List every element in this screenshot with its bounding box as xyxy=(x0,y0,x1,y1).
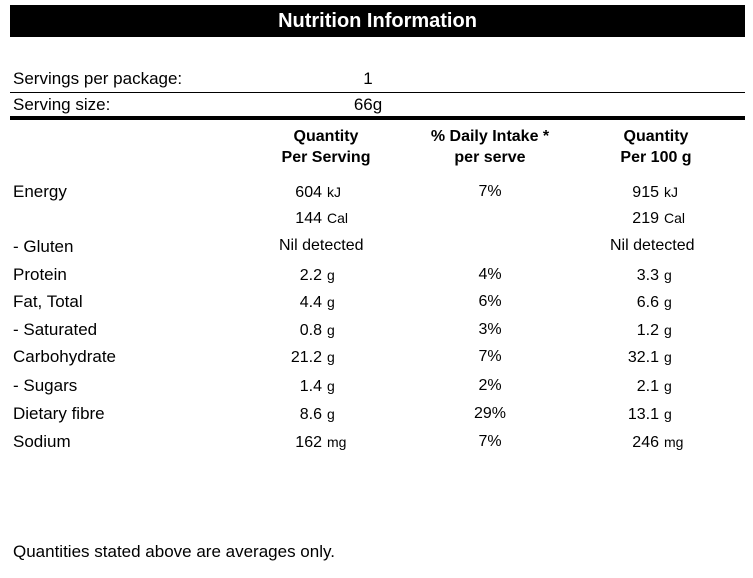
unit: mg xyxy=(664,434,684,450)
per-serving-cell: Nil detected xyxy=(279,237,364,254)
per-serving-cell: 21.2 g xyxy=(280,347,370,368)
value: 1.4 xyxy=(299,378,322,395)
value: 6.6 xyxy=(636,294,659,311)
unit: Cal xyxy=(664,210,686,226)
column-header-line: % Daily Intake * xyxy=(430,128,550,145)
daily-intake-cell: 6% xyxy=(478,293,502,310)
value: 8.6 xyxy=(299,406,322,423)
nutrient-label-gluten: - Gluten xyxy=(13,237,74,256)
column-header-daily-intake: % Daily Intake * per serve xyxy=(420,126,560,168)
value: 604 xyxy=(295,184,322,201)
nutrient-label-fat-total: Fat, Total xyxy=(13,292,83,311)
daily-intake-cell: 7% xyxy=(478,433,502,450)
per-100g-cell: 246 mg xyxy=(612,432,732,453)
per-100g-cell: 6.6 g xyxy=(612,292,732,313)
per-serving-cell: 2.2 g xyxy=(280,265,370,286)
column-header-line: Per Serving xyxy=(281,149,371,166)
unit: g xyxy=(664,349,672,365)
serving-size-label: Serving size: xyxy=(13,95,111,114)
daily-intake-cell: 4% xyxy=(478,266,502,283)
nutrient-label-sugars: - Sugars xyxy=(13,376,78,395)
value: 4.4 xyxy=(299,294,322,311)
unit: mg xyxy=(327,434,347,450)
per-serving-cell: 0.8 g xyxy=(280,320,370,341)
unit: kJ xyxy=(327,184,341,200)
per-100g-cell: 3.3 g xyxy=(612,265,732,286)
header-divider xyxy=(10,116,745,120)
per-100g-cell: Nil detected xyxy=(610,237,695,254)
unit: g xyxy=(664,406,672,422)
column-header-per-serving: Quantity Per Serving xyxy=(266,126,386,168)
unit: Cal xyxy=(327,210,349,226)
nutrient-label-energy: Energy xyxy=(13,182,67,201)
divider xyxy=(10,92,745,93)
value: 162 xyxy=(295,434,322,451)
value: 32.1 xyxy=(627,349,659,366)
value: 2.1 xyxy=(636,378,659,395)
nutrient-label-dietary-fibre: Dietary fibre xyxy=(13,404,105,423)
daily-intake-cell: 7% xyxy=(478,348,502,365)
column-header-line: Per 100 g xyxy=(620,149,692,166)
servings-per-package-value: 1 xyxy=(363,69,373,88)
nutrient-label-saturated: - Saturated xyxy=(13,320,98,339)
unit: kJ xyxy=(664,184,678,200)
per-100g-cell: 219 Cal xyxy=(612,208,732,229)
column-header-line: per serve xyxy=(454,149,526,166)
column-header-line: Quantity xyxy=(623,128,689,145)
per-serving-cell: 604 kJ xyxy=(280,182,370,203)
nutrient-label-carbohydrate: Carbohydrate xyxy=(13,347,117,366)
unit: g xyxy=(327,294,335,310)
unit: g xyxy=(664,294,672,310)
unit: g xyxy=(664,322,672,338)
per-serving-cell: 4.4 g xyxy=(280,292,370,313)
value: 144 xyxy=(295,210,322,227)
panel-title: Nutrition Information xyxy=(10,5,745,37)
value: 915 xyxy=(632,184,659,201)
daily-intake-cell: 2% xyxy=(478,377,502,394)
per-100g-cell: 2.1 g xyxy=(612,376,732,397)
daily-intake-cell: 3% xyxy=(478,321,502,338)
nutrient-label-protein: Protein xyxy=(13,265,67,284)
per-100g-cell: 1.2 g xyxy=(612,320,732,341)
nutrient-label-sodium: Sodium xyxy=(13,432,71,451)
unit: g xyxy=(664,378,672,394)
per-serving-cell: 144 Cal xyxy=(280,208,370,229)
per-100g-cell: 13.1 g xyxy=(612,404,732,425)
unit: g xyxy=(327,378,335,394)
value: 2.2 xyxy=(299,267,322,284)
unit: g xyxy=(327,267,335,283)
unit: g xyxy=(327,406,335,422)
serving-size-value: 66g xyxy=(353,95,383,114)
value: 3.3 xyxy=(636,267,659,284)
value: 21.2 xyxy=(290,349,322,366)
unit: g xyxy=(327,349,335,365)
column-header-line: Quantity xyxy=(293,128,359,145)
per-serving-cell: 8.6 g xyxy=(280,404,370,425)
per-serving-cell: 1.4 g xyxy=(280,376,370,397)
value: 219 xyxy=(632,210,659,227)
daily-intake-cell: 29% xyxy=(473,405,507,422)
value: 13.1 xyxy=(627,406,659,423)
value: 0.8 xyxy=(299,322,322,339)
per-100g-cell: 32.1 g xyxy=(612,347,732,368)
servings-per-package-label: Servings per package: xyxy=(13,69,183,88)
column-header-per-100g: Quantity Per 100 g xyxy=(596,126,716,168)
value: 246 xyxy=(632,434,659,451)
per-serving-cell: 162 mg xyxy=(280,432,370,453)
unit: g xyxy=(664,267,672,283)
footnote: Quantities stated above are averages onl… xyxy=(13,542,335,561)
value: 1.2 xyxy=(636,322,659,339)
daily-intake-cell: 7% xyxy=(478,183,502,200)
per-100g-cell: 915 kJ xyxy=(612,182,732,203)
unit: g xyxy=(327,322,335,338)
